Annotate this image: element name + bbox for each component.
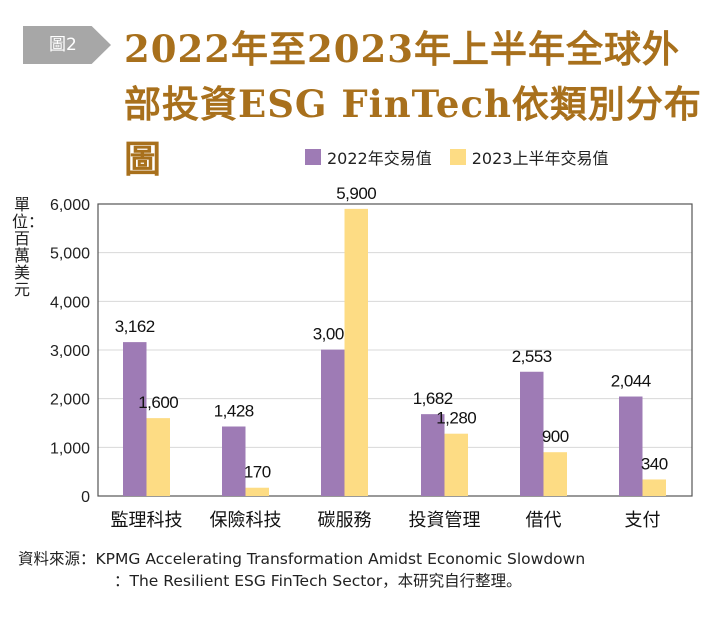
bar-2022 xyxy=(321,349,345,496)
chart-title: 2022年至2023年上半年全球外部投資ESG FinTech依類別分布圖 xyxy=(124,27,702,181)
y-tick-label: 4,000 xyxy=(50,294,90,311)
source-note: 資料來源：KPMG Accelerating Transformation Am… xyxy=(18,548,585,592)
y-tick-label: 2,000 xyxy=(50,392,90,409)
y-tick-label: 5,000 xyxy=(50,246,90,263)
y-tick-label: 1,000 xyxy=(50,440,90,457)
y-tick-label: 0 xyxy=(81,489,90,506)
data-label: 1,682 xyxy=(413,389,453,408)
data-label: 1,280 xyxy=(436,409,476,428)
y-tick-label: 3,000 xyxy=(50,343,90,360)
data-label: 2,553 xyxy=(512,347,552,366)
bar-2022 xyxy=(520,371,544,496)
x-tick-label: 監理科技 xyxy=(111,510,183,531)
bar-2023h1 xyxy=(245,487,269,496)
bar-2023h1 xyxy=(344,208,368,496)
bar-2022 xyxy=(421,414,445,496)
data-label: 170 xyxy=(244,463,271,482)
source-line-1: 資料來源：KPMG Accelerating Transformation Am… xyxy=(18,550,586,568)
bar-2023h1 xyxy=(543,452,567,496)
data-label: 2,044 xyxy=(611,372,651,391)
data-label: 5,900 xyxy=(336,184,376,203)
bar-2022 xyxy=(619,396,643,496)
x-tick-label: 借代 xyxy=(526,510,562,531)
bar-2023h1 xyxy=(444,433,468,496)
legend-label-2022: 2022年交易值 xyxy=(327,149,432,168)
source-line-2: ：The Resilient ESG FinTech Sector，本研究自行整… xyxy=(114,572,522,590)
data-label: 3,162 xyxy=(115,317,155,336)
data-label: 900 xyxy=(542,427,569,446)
x-tick-label: 保險科技 xyxy=(210,510,282,531)
data-label: 1,428 xyxy=(214,402,254,421)
data-label: 3,008 xyxy=(313,325,353,344)
legend-swatch-2022 xyxy=(305,149,321,165)
bar-2022 xyxy=(222,426,246,496)
bar-2023h1 xyxy=(146,418,170,496)
legend-swatch-2023 xyxy=(449,149,466,165)
bar-2023h1 xyxy=(642,479,666,496)
bar-2022 xyxy=(123,342,147,496)
figure-tag: 圖2 xyxy=(23,26,111,64)
data-label: 340 xyxy=(641,454,668,473)
plot-frame xyxy=(97,203,693,497)
y-tick-label: 6,000 xyxy=(50,197,90,214)
x-tick-label: 碳服務 xyxy=(318,510,372,531)
legend-label-2023: 2023上半年交易值 xyxy=(471,149,609,168)
legend: 2022年交易值 2023上半年交易值 xyxy=(305,145,608,169)
data-label: 1,600 xyxy=(138,393,178,412)
x-tick-label: 投資管理 xyxy=(409,510,481,531)
x-tick-label: 支付 xyxy=(625,510,661,531)
